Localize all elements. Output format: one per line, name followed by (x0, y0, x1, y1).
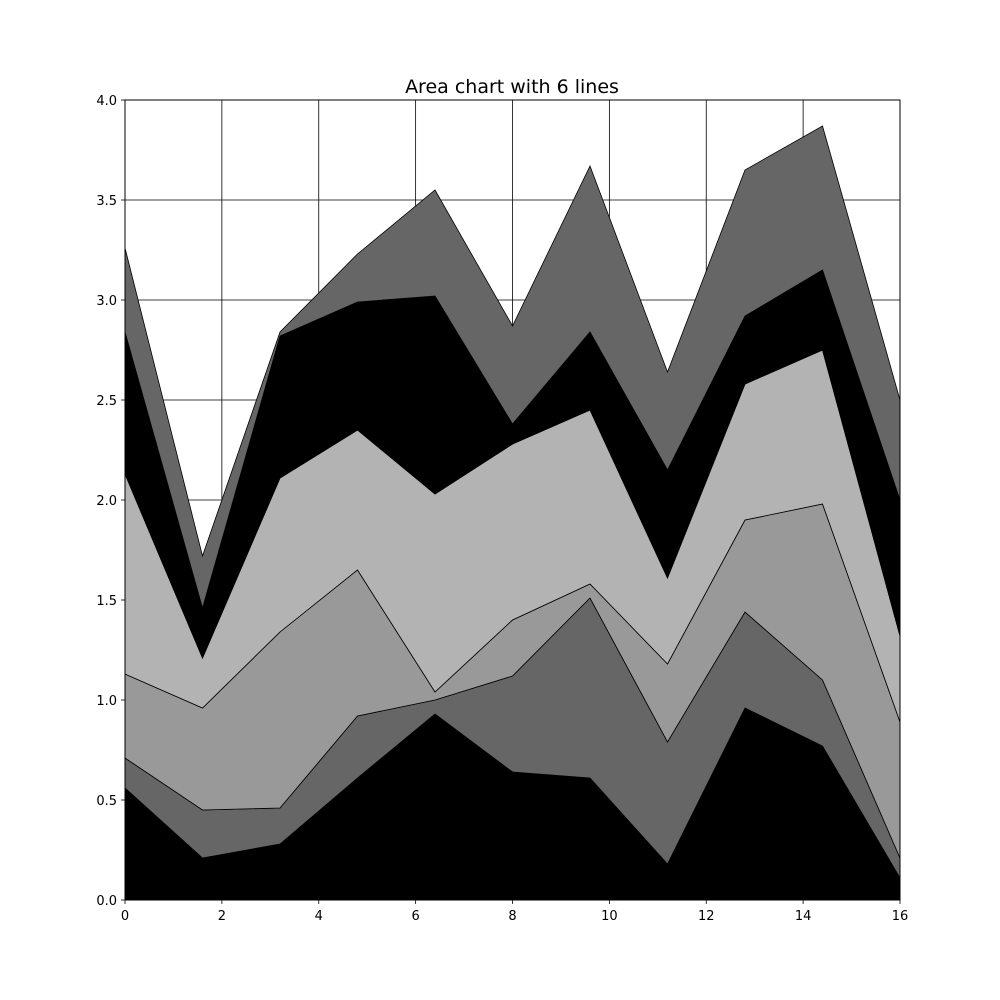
y-tick-label: 2.5 (96, 394, 117, 409)
x-tick-label: 6 (411, 909, 419, 924)
x-tick-label: 2 (218, 909, 226, 924)
y-tick-label: 0.0 (96, 894, 117, 909)
x-tick-label: 12 (698, 909, 715, 924)
x-tick-label: 10 (601, 909, 618, 924)
x-tick-label: 16 (892, 909, 909, 924)
chart-title: Area chart with 6 lines (405, 76, 619, 98)
y-tick-label: 1.5 (96, 594, 117, 609)
y-tick-label: 0.5 (96, 794, 117, 809)
axis-ticks: 0 2 4 6 8 10 12 14 16 0.0 0.5 1.0 1.5 2.0 2.5 3.0 3.5 4.0 (96, 94, 908, 924)
x-tick-label: 8 (508, 909, 516, 924)
area-series (124, 125, 901, 901)
y-tick-label: 3.0 (96, 294, 117, 309)
y-tick-label: 4.0 (96, 94, 117, 109)
x-tick-label: 4 (315, 909, 323, 924)
x-tick-label: 14 (795, 909, 812, 924)
y-tick-label: 3.5 (96, 194, 117, 209)
y-tick-label: 2.0 (96, 494, 117, 509)
y-tick-label: 1.0 (96, 694, 117, 709)
x-tick-label: 0 (121, 909, 129, 924)
